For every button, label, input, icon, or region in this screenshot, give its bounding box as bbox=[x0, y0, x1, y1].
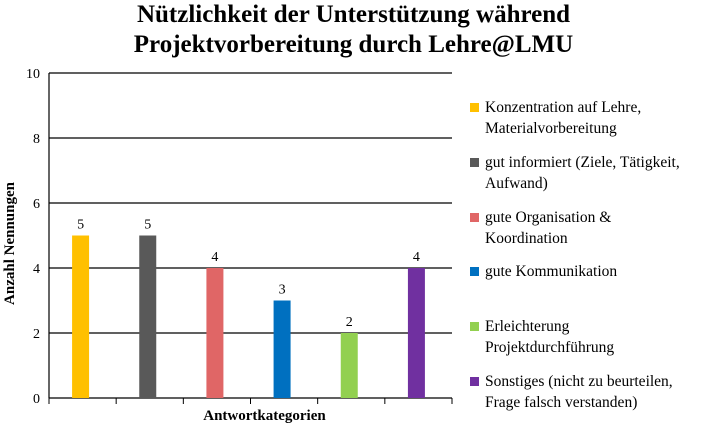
data-label-5: 2 bbox=[346, 315, 353, 330]
legend: Konzentration auf Lehre, Materialvorbere… bbox=[470, 0, 707, 425]
y-tick-label-2: 2 bbox=[33, 327, 40, 342]
data-label-1: 5 bbox=[77, 218, 84, 233]
chart-title-line-1: Nützlichkeit der Unterstützung während bbox=[136, 1, 571, 28]
legend-item-5: Erleichterung Projektdurchführung bbox=[470, 316, 707, 358]
data-label-2: 5 bbox=[144, 218, 151, 233]
bar-3 bbox=[206, 268, 224, 398]
legend-swatch-6 bbox=[470, 377, 479, 386]
legend-swatch-2 bbox=[470, 158, 479, 167]
legend-label-1: Konzentration auf Lehre, Materialvorbere… bbox=[485, 99, 642, 137]
legend-label-2: gut informiert (Ziele, Tätigkeit, Aufwan… bbox=[485, 154, 680, 192]
y-tick-label-10: 10 bbox=[26, 67, 40, 82]
data-label-3: 4 bbox=[211, 250, 218, 265]
bar-4 bbox=[273, 300, 291, 398]
legend-item-4: gute Kommunikation bbox=[470, 261, 707, 282]
chart-title: Nützlichkeit der Unterstützung während P… bbox=[0, 0, 707, 60]
legend-label-6: Sonstiges (nicht zu beurteilen, Frage fa… bbox=[485, 373, 673, 411]
bar-6 bbox=[407, 268, 425, 398]
legend-item-6: Sonstiges (nicht zu beurteilen, Frage fa… bbox=[470, 371, 707, 413]
chart-title-line-2: Projektvorbereitung durch Lehre@LMU bbox=[133, 31, 574, 58]
legend-swatch-1 bbox=[470, 103, 479, 112]
y-axis-title: Anzahl Nennungen bbox=[2, 181, 18, 305]
data-label-6: 4 bbox=[413, 250, 420, 265]
legend-swatch-5 bbox=[470, 322, 479, 331]
legend-item-3: gute Organisation & Koordination bbox=[470, 207, 707, 249]
y-tick-label-0: 0 bbox=[33, 392, 40, 407]
legend-label-3: gute Organisation & Koordination bbox=[485, 209, 612, 247]
legend-label-5: Erleichterung Projektdurchführung bbox=[485, 318, 615, 356]
legend-swatch-4 bbox=[470, 267, 479, 276]
legend-label-4: gute Kommunikation bbox=[485, 263, 618, 280]
data-label-4: 3 bbox=[279, 283, 286, 298]
bar-2 bbox=[139, 235, 157, 398]
y-tick-label-6: 6 bbox=[33, 197, 40, 212]
x-axis-title: Antwortkategorien bbox=[203, 408, 326, 424]
y-tick-label-4: 4 bbox=[33, 262, 40, 277]
legend-item-1: Konzentration auf Lehre, Materialvorbere… bbox=[470, 97, 707, 139]
legend-item-2: gut informiert (Ziele, Tätigkeit, Aufwan… bbox=[470, 152, 707, 194]
y-tick-label-8: 8 bbox=[33, 132, 40, 147]
bar-1 bbox=[72, 235, 90, 398]
bar-5 bbox=[340, 333, 358, 398]
legend-swatch-3 bbox=[470, 213, 479, 222]
